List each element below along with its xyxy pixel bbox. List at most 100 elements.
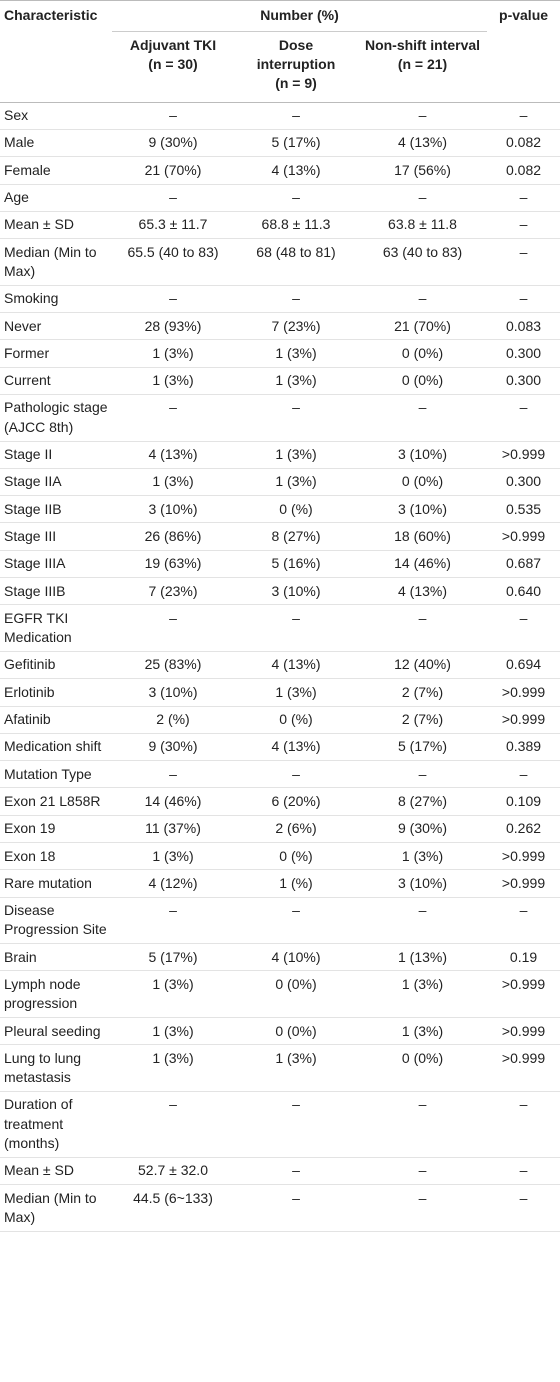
table-row: Mutation Type – – – – — [0, 760, 560, 789]
cell: – — [112, 1091, 234, 1158]
cell: 0.389 — [487, 733, 560, 762]
cell: – — [487, 211, 560, 240]
cell: – — [112, 604, 234, 652]
cell: 0.109 — [487, 787, 560, 816]
cell: >0.999 — [487, 678, 560, 707]
cell: 0 (%) — [234, 706, 358, 734]
table-row: Mean ± SD 52.7 ± 32.0– – – — [0, 1157, 560, 1186]
cell: 1 (3%) — [234, 1044, 358, 1092]
row-label: Duration of treatment (months) — [0, 1091, 112, 1158]
cell: 7 (23%) — [112, 577, 234, 606]
cell: 1 (3%) — [112, 842, 234, 871]
table-row: Median (Min to Max) 65.5 (40 to 83) 68 (48… — [0, 238, 560, 286]
cell: 2 (7%) — [358, 706, 488, 734]
cell: 6 (20%) — [234, 787, 358, 816]
cell: – — [358, 1091, 488, 1158]
row-label: Exon 18 — [0, 842, 112, 871]
cell: – — [358, 1184, 488, 1232]
row-label: Median (Min to Max) — [0, 238, 112, 286]
cell: – — [112, 897, 234, 945]
table-row: Age – – – – — [0, 184, 560, 212]
cell: 2 (6%) — [234, 815, 358, 844]
cell: >0.999 — [487, 522, 560, 551]
row-label: Age — [0, 184, 112, 212]
row-label: Exon 21 L858R — [0, 787, 112, 816]
cell: 28 (93%) — [112, 312, 234, 341]
cell: 14 (46%) — [358, 550, 488, 579]
cell: 3 (10%) — [358, 441, 488, 469]
cell: 5 (16%) — [234, 550, 358, 579]
cell: – — [358, 394, 488, 442]
cell: >0.999 — [487, 1017, 560, 1046]
cell: – — [358, 760, 488, 789]
table-row: Afatinib 2 (%) 0 (%) 2 (7%) >0.999 — [0, 706, 560, 734]
cell: 1 (3%) — [234, 678, 358, 707]
cell: – — [358, 1157, 488, 1186]
cell: – — [234, 1157, 358, 1186]
row-label: Former — [0, 339, 112, 368]
cell: 0.535 — [487, 495, 560, 524]
cell: – — [487, 1091, 560, 1158]
cell: – — [234, 184, 358, 212]
cell: 3 (10%) — [112, 678, 234, 707]
row-label: Lung to lung metastasis — [0, 1044, 112, 1092]
cell: 14 (46%) — [112, 787, 234, 816]
cell: 17 (56%) — [358, 156, 488, 185]
table-row: Medication shift 9 (30%) 4 (13%) 5 (17%) 0.3… — [0, 733, 560, 762]
cell: 0 (0%) — [358, 339, 488, 368]
row-label: Erlotinib — [0, 678, 112, 707]
row-label: Mean ± SD — [0, 1157, 112, 1186]
cell: >0.999 — [487, 842, 560, 871]
cell: 0.694 — [487, 651, 560, 680]
cell: >0.999 — [487, 869, 560, 898]
cell: – — [234, 394, 358, 442]
cell: 1 (3%) — [112, 1044, 234, 1092]
column-n: (n = 21) — [397, 56, 448, 73]
cell: 1 (13%) — [358, 943, 488, 972]
cell: – — [234, 897, 358, 945]
cell: – — [487, 897, 560, 945]
cell: 1 (3%) — [234, 339, 358, 368]
row-label: Male — [0, 129, 112, 158]
cell: 4 (13%) — [112, 441, 234, 469]
header-cell: Characteristic — [0, 0, 112, 103]
cell: 1 (3%) — [112, 1017, 234, 1046]
column-header: Adjuvant TKI (n = 30) — [112, 31, 234, 103]
cell: 1 (3%) — [358, 1017, 488, 1046]
cell: 0.083 — [487, 312, 560, 341]
table-row: Disease Progression Site – – – – — [0, 897, 560, 945]
cell: 52.7 ± 32.0 — [112, 1157, 234, 1186]
cell: 1 (3%) — [112, 970, 234, 1019]
cell: 3 (10%) — [358, 869, 488, 898]
table-row: Gefitinib 25 (83%) 4 (13%) 12 (40%) 0.694 — [0, 651, 560, 680]
row-label: Mutation Type — [0, 760, 112, 789]
row-label: Never — [0, 312, 112, 341]
table-row: Pleural seeding 1 (3%) 0 (0%) 1 (3%) >0.999 — [0, 1017, 560, 1046]
cell: 5 (17%) — [112, 943, 234, 972]
cell: 7 (23%) — [234, 312, 358, 341]
cell: 0 (%) — [234, 495, 358, 524]
row-label: Stage IIB — [0, 495, 112, 524]
table-row: Never 28 (93%) 7 (23%) 21 (70%) 0.083 — [0, 312, 560, 341]
cell: 1 (3%) — [234, 367, 358, 395]
cell: 11 (37%) — [112, 815, 234, 844]
cell: – — [487, 102, 560, 130]
table-row: Smoking – – – – — [0, 285, 560, 314]
row-label: Pleural seeding — [0, 1017, 112, 1046]
cell: 44.5 (6~133) — [112, 1184, 234, 1232]
cell: 0 (0%) — [358, 367, 488, 395]
row-label: Disease Progression Site — [0, 897, 112, 945]
row-label: Rare mutation — [0, 869, 112, 898]
cell: 0.300 — [487, 367, 560, 395]
cell: 5 (17%) — [234, 129, 358, 158]
cell: 4 (13%) — [358, 577, 488, 606]
cell: 5 (17%) — [358, 733, 488, 762]
column-header: Dose interruption (n = 9) — [234, 31, 358, 103]
cell: – — [112, 394, 234, 442]
table-row: Stage IIIA 19 (63%) 5 (16%) 14 (46%) 0.687 — [0, 550, 560, 579]
row-label: Stage IIIB — [0, 577, 112, 606]
cell: 4 (13%) — [234, 156, 358, 185]
cell: 0.300 — [487, 339, 560, 368]
cell: 1 (3%) — [358, 970, 488, 1019]
column-name: Adjuvant TKI — [129, 36, 217, 53]
